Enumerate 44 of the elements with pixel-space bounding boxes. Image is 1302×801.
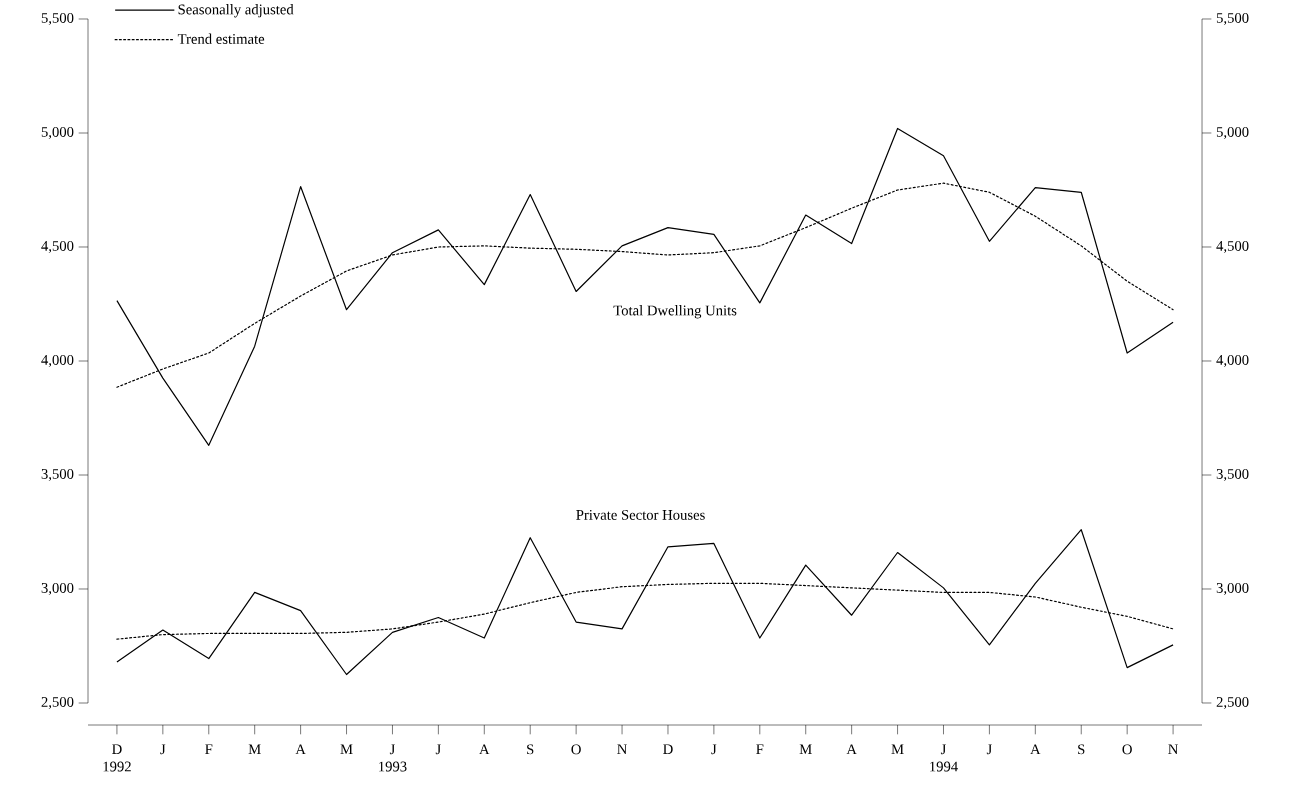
- y-tick-label: 5,500: [41, 13, 74, 26]
- x-tick-label: M: [340, 744, 353, 754]
- x-tick-label: A: [846, 744, 857, 755]
- x-tick-label: J: [160, 744, 166, 755]
- x-tick-label: A: [1030, 744, 1041, 755]
- x-tick-label: M: [248, 744, 261, 754]
- line-series: [116, 529, 1174, 676]
- legend-label: Trend estimate: [177, 33, 265, 44]
- x-tick-label: J: [711, 744, 717, 755]
- x-tick-label: F: [756, 744, 764, 754]
- x-tick-label: J: [986, 744, 992, 755]
- x-tick-label: S: [527, 744, 534, 755]
- x-tick-label: A: [479, 744, 490, 755]
- y-tick-label: 3,500: [41, 469, 74, 482]
- y2-tick-label: 4,500: [1216, 241, 1249, 254]
- x-tick-label: F: [205, 744, 213, 754]
- y2-tick-label: 2,500: [1216, 697, 1249, 710]
- x-tick-label: N: [1168, 744, 1179, 754]
- x-tick-label: J: [435, 744, 441, 755]
- x-tick-label: J 1993: [379, 744, 407, 772]
- y-tick-label: 3,000: [41, 583, 74, 596]
- annotation: Private Sector Houses: [576, 509, 705, 520]
- x-tick-label: D 1992: [103, 744, 131, 772]
- x-tick-label: O: [571, 744, 581, 755]
- y2-tick-label: 4,000: [1216, 355, 1249, 368]
- x-tick-label: J 1994: [930, 744, 958, 772]
- x-tick-label: N: [617, 744, 627, 754]
- y2-tick-label: 3,500: [1216, 469, 1249, 482]
- x-tick-label: M: [799, 744, 812, 754]
- x-tick-label: O: [1122, 744, 1132, 755]
- x-tick-label: A: [295, 744, 306, 755]
- legend-label: Seasonally adjusted: [178, 4, 294, 18]
- annotation: Total Dwelling Units: [613, 305, 737, 319]
- y-tick-label: 5,000: [41, 127, 74, 140]
- x-tick-label: M: [891, 744, 904, 754]
- y2-tick-label: 5,000: [1216, 127, 1249, 140]
- x-tick-label: S: [1078, 744, 1085, 755]
- y2-tick-label: 5,500: [1216, 13, 1249, 26]
- y-tick-label: 2,500: [41, 697, 74, 710]
- line-series: [116, 127, 1174, 446]
- y-tick-label: 4,000: [41, 355, 74, 368]
- x-tick-label: D: [663, 744, 673, 754]
- y-tick-label: 4,500: [41, 241, 74, 254]
- y2-tick-label: 3,000: [1216, 583, 1249, 596]
